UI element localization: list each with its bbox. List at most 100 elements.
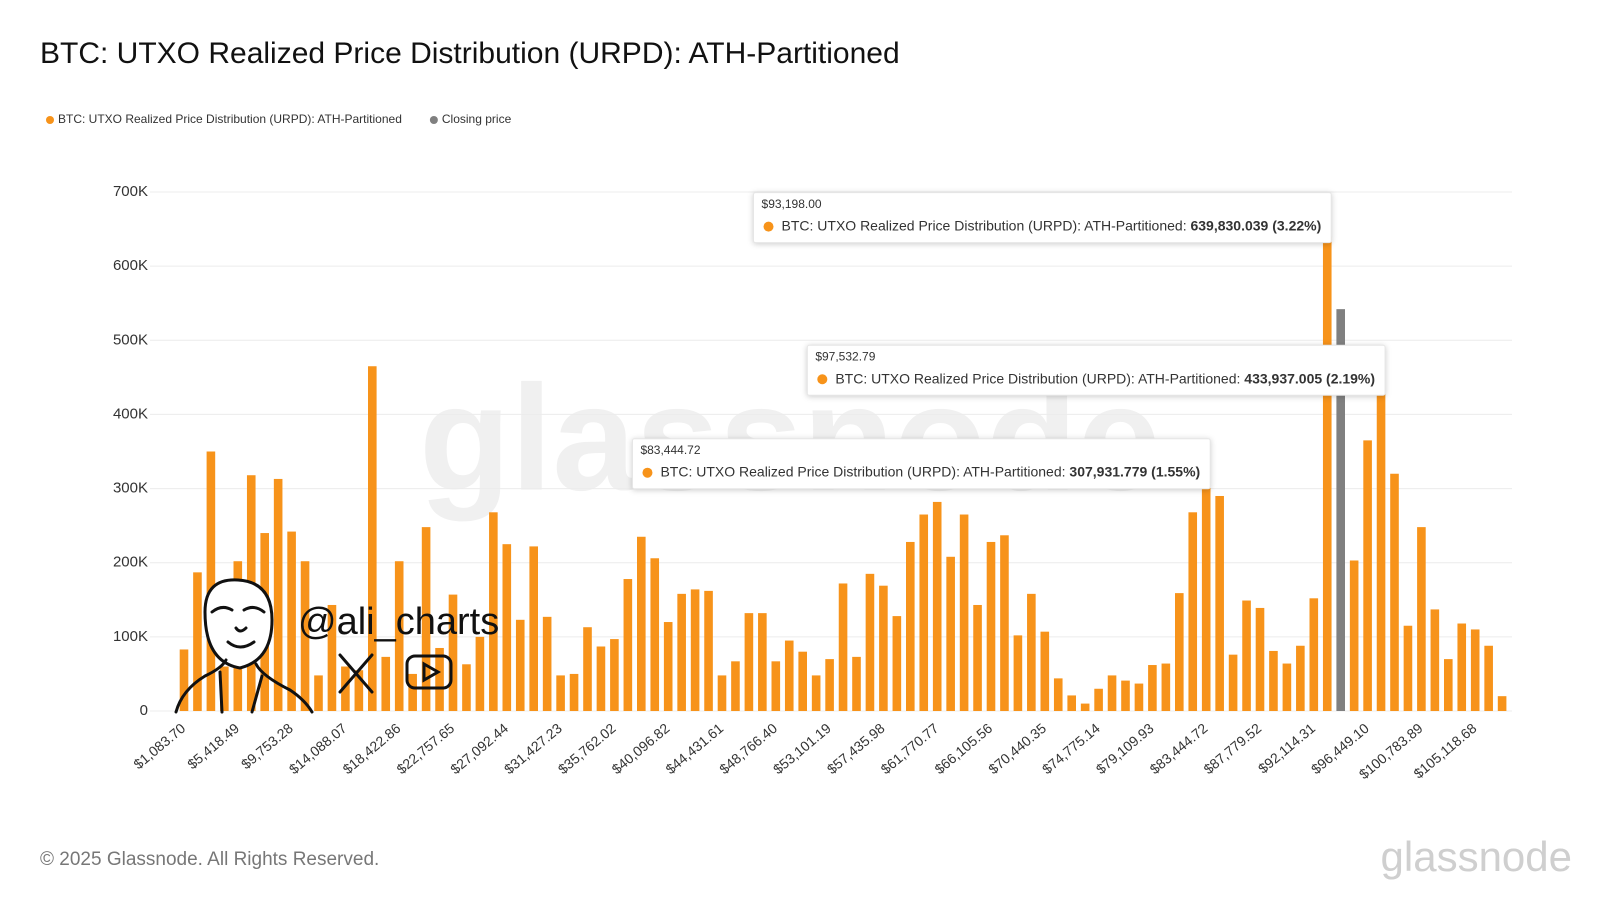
tooltip-value: 433,937.005 (2.19%) bbox=[1244, 370, 1375, 386]
bar bbox=[946, 556, 955, 711]
bar bbox=[959, 514, 969, 711]
y-tick-label: 700K bbox=[113, 183, 148, 200]
tooltip-box bbox=[631, 438, 1211, 490]
bar bbox=[1027, 593, 1036, 711]
bar bbox=[744, 613, 754, 711]
bar bbox=[1417, 527, 1426, 711]
bar bbox=[408, 673, 417, 711]
bar bbox=[1188, 512, 1198, 711]
bar bbox=[287, 531, 296, 711]
bar bbox=[838, 583, 848, 711]
tooltip-line: BTC: UTXO Realized Price Distribution (U… bbox=[782, 217, 1322, 233]
bar bbox=[206, 451, 216, 711]
face-shoulders bbox=[174, 658, 314, 714]
bar bbox=[1242, 600, 1251, 711]
bar bbox=[1067, 695, 1076, 711]
bar bbox=[1134, 683, 1144, 711]
bar bbox=[932, 501, 942, 711]
bar bbox=[1201, 482, 1211, 711]
bar bbox=[341, 666, 350, 711]
bar bbox=[1390, 473, 1399, 711]
bar bbox=[610, 639, 619, 711]
bar bbox=[1269, 650, 1278, 711]
bar bbox=[650, 558, 660, 711]
bar bbox=[1107, 675, 1117, 711]
tooltip-value: 639,830.039 (3.22%) bbox=[1190, 217, 1321, 233]
credit-face bbox=[174, 578, 453, 714]
bar bbox=[1430, 609, 1440, 711]
bar bbox=[1175, 593, 1184, 711]
bar bbox=[502, 544, 512, 711]
tooltip-title: $97,532.79 bbox=[815, 349, 875, 363]
tooltip-line: BTC: UTXO Realized Price Distribution (U… bbox=[835, 370, 1375, 386]
bar bbox=[798, 651, 807, 711]
bar bbox=[448, 594, 458, 711]
bar bbox=[1349, 560, 1359, 711]
bar bbox=[435, 647, 444, 711]
bar bbox=[1094, 688, 1103, 711]
tooltip-title: $93,198.00 bbox=[762, 197, 822, 211]
bar bbox=[704, 590, 713, 711]
chart-title: BTC: UTXO Realized Price Distribution (U… bbox=[40, 37, 900, 70]
legend-marker bbox=[46, 116, 54, 124]
bar bbox=[731, 661, 740, 711]
credit-text: @ali_charts bbox=[298, 601, 499, 643]
x-icon bbox=[338, 653, 374, 694]
bar bbox=[1148, 665, 1157, 711]
bar bbox=[1053, 678, 1063, 711]
bar bbox=[1000, 535, 1009, 711]
bar bbox=[327, 604, 337, 711]
youtube-play bbox=[422, 661, 442, 683]
bar bbox=[193, 572, 202, 711]
bar bbox=[462, 664, 471, 711]
logo: glassnode bbox=[1381, 833, 1572, 880]
bar bbox=[811, 675, 821, 711]
bar bbox=[1376, 389, 1386, 711]
bar bbox=[1215, 495, 1224, 711]
youtube-icon bbox=[405, 654, 453, 690]
bar bbox=[1336, 309, 1345, 711]
bar bbox=[1322, 236, 1332, 711]
bar bbox=[677, 593, 686, 711]
bar bbox=[1080, 703, 1090, 711]
tooltip-title: $83,444.72 bbox=[640, 443, 700, 457]
bar bbox=[529, 546, 538, 711]
bar bbox=[865, 573, 875, 711]
bar bbox=[300, 561, 310, 711]
face-head bbox=[203, 578, 274, 670]
bar bbox=[1457, 623, 1467, 711]
bar bbox=[515, 619, 525, 711]
legend-marker bbox=[429, 116, 438, 124]
bar bbox=[354, 670, 364, 711]
plot-area: BTC: UTXO Realized Price Distribution (U… bbox=[46, 112, 1512, 782]
bar bbox=[1161, 663, 1171, 711]
y-tick-label: 300K bbox=[113, 480, 148, 497]
tooltip: $93,198.00 BTC: UTXO Realized Price Distr… bbox=[753, 192, 1332, 244]
bar bbox=[825, 659, 834, 711]
tooltip: $83,444.72 BTC: UTXO Realized Price Distr… bbox=[631, 438, 1211, 490]
bar bbox=[421, 527, 431, 711]
tooltip-value: 307,931.779 (1.55%) bbox=[1069, 463, 1200, 479]
bar bbox=[1296, 645, 1305, 711]
bar bbox=[892, 616, 902, 711]
y-tick-label: 400K bbox=[113, 405, 148, 422]
tooltip-marker bbox=[763, 221, 774, 232]
bar bbox=[1470, 629, 1480, 711]
bar bbox=[1444, 659, 1453, 711]
bar bbox=[1121, 680, 1130, 711]
tooltip-marker bbox=[642, 467, 653, 478]
bar bbox=[1255, 607, 1265, 711]
bar bbox=[394, 561, 404, 711]
bar bbox=[475, 636, 485, 711]
bar bbox=[1403, 625, 1413, 711]
tooltip: $97,532.79 BTC: UTXO Realized Price Distr… bbox=[806, 344, 1386, 396]
tooltip-label: BTC: UTXO Realized Price Distribution (U… bbox=[835, 370, 1240, 386]
bar bbox=[637, 536, 646, 711]
bar bbox=[663, 622, 673, 711]
bar bbox=[1363, 440, 1372, 711]
bar bbox=[973, 604, 982, 711]
bar bbox=[220, 666, 229, 711]
bar bbox=[1484, 645, 1493, 711]
bar bbox=[556, 675, 565, 711]
